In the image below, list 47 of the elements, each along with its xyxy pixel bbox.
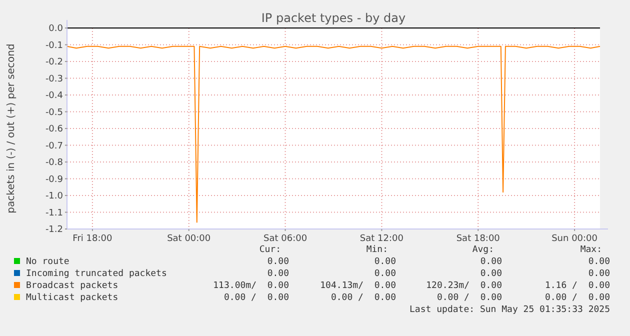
text: 0.00 — [588, 269, 610, 279]
y-tick-label: -0.7 — [45, 141, 63, 152]
text: 104.13m/ 0.00 — [320, 281, 396, 291]
x-tick-label: Sun 00:00 — [552, 234, 598, 244]
y-tick-label: -0.3 — [45, 74, 63, 84]
y-tick-label: -1.2 — [45, 225, 63, 236]
y-tick-label: -0.4 — [45, 91, 64, 102]
text: 0.00 — [480, 257, 502, 267]
text: 0.00 — [267, 269, 289, 279]
text: 1.16 / 0.00 — [544, 281, 610, 291]
y-tick-label: -1.1 — [45, 208, 63, 218]
legend-label: Broadcast packets — [26, 281, 118, 291]
text: 113.00m/ 0.00 — [213, 281, 289, 291]
text: Max: — [580, 245, 602, 255]
y-tick-label: -0.6 — [45, 124, 64, 135]
text: 120.23m/ 0.00 — [426, 281, 502, 291]
text: 0.00 / 0.00 — [330, 293, 396, 303]
y-tick-label: -0.2 — [45, 58, 63, 68]
text: 0.00 / 0.00 — [436, 293, 502, 303]
y-tick-label: -0.9 — [45, 174, 64, 185]
y-axis-title: packets in (-) / out (+) per second — [6, 44, 17, 214]
x-tick-label: Sat 06:00 — [264, 234, 308, 244]
text: 0.00 — [588, 257, 610, 267]
x-tick-label: Fri 18:00 — [72, 234, 112, 244]
text: Last update: Sun May 25 01:35:33 2025 — [410, 305, 610, 315]
x-tick-label: Sat 00:00 — [167, 234, 211, 244]
y-tick-label: -0.8 — [45, 158, 64, 168]
text: Cur: — [259, 245, 281, 255]
y-tick-label: -0.5 — [45, 108, 63, 118]
text: 0.00 — [267, 257, 289, 267]
x-tick-label: Sat 12:00 — [360, 234, 404, 244]
text: 0.00 — [374, 257, 396, 267]
line-series — [66, 46, 600, 223]
y-tick-label: -0.1 — [45, 40, 63, 51]
legend-label: No route — [26, 257, 70, 267]
legend-label: Incoming truncated packets — [26, 269, 167, 279]
text: 0.00 — [480, 269, 502, 279]
text: 0.00 / 0.00 — [224, 293, 289, 303]
text: Avg: — [472, 245, 494, 255]
text: 0.00 — [374, 269, 396, 279]
y-tick-label: 0.0 — [48, 24, 64, 34]
y-tick-label: -1.0 — [45, 192, 64, 202]
text: 0.00 / 0.00 — [544, 293, 610, 303]
x-tick-label: Sat 18:00 — [456, 234, 500, 244]
legend-label: Multicast packets — [26, 293, 118, 303]
text: Min: — [366, 245, 388, 255]
chart-title: IP packet types - by day — [261, 11, 406, 25]
